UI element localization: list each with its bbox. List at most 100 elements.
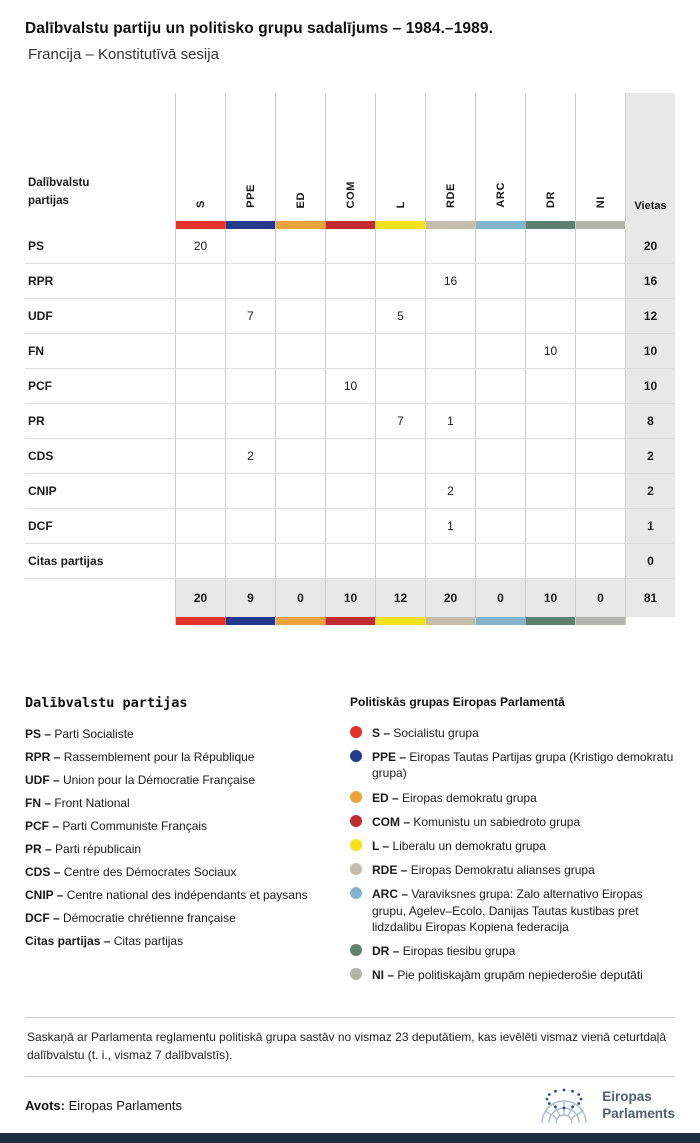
table-cell (525, 474, 575, 508)
party-legend-item: PS – Parti Socialiste (25, 727, 134, 741)
table-cell (425, 439, 475, 473)
seats-value: 12 (625, 299, 675, 333)
group-column-header: L (375, 93, 425, 221)
ep-logo-icon (541, 1088, 587, 1124)
group-legend-item: S – Socialistu grupa (350, 725, 675, 741)
group-color-strip (475, 221, 525, 229)
party-label: Citas partijas (28, 554, 104, 568)
party-legend-item: Citas partijas – Citas partijas (25, 934, 184, 948)
party-label: PCF (28, 379, 52, 393)
total-seats: 81 (625, 579, 675, 617)
group-color-strip (375, 617, 425, 625)
table-cell (275, 229, 325, 263)
group-color-strip (375, 221, 425, 229)
table-cell (275, 474, 325, 508)
party-label: CNIP (28, 484, 57, 498)
table-cell (325, 474, 375, 508)
total-cell: 10 (525, 579, 575, 617)
totals-row: 20 9 0 10 12 20 0 10 0 81 (25, 579, 675, 617)
table-cell (375, 544, 425, 578)
table-cell (275, 439, 325, 473)
table-cell (575, 404, 625, 438)
group-legend-item: L – Liberalu un demokratu grupa (350, 838, 675, 854)
table-cell (475, 544, 525, 578)
table-cell (525, 544, 575, 578)
table-cell (225, 544, 275, 578)
ep-logo-text: Eiropas Parlaments (602, 1088, 675, 1122)
group-legend: Politiskās grupas Eiropas Parlamentā S –… (350, 695, 675, 991)
table-cell (525, 229, 575, 263)
table-cell (375, 369, 425, 403)
group-color-strip (525, 221, 575, 229)
party-label: RPR (28, 274, 54, 288)
table-cell (425, 334, 475, 368)
table-cell (575, 439, 625, 473)
table-cell (325, 509, 375, 543)
table-cell (275, 404, 325, 438)
group-column-header: NI (575, 93, 625, 221)
table-header-row: Dalībvalstu partijas S PPE ED COM L RDE ARC DR NI… (25, 93, 675, 221)
group-color-strip (575, 221, 625, 229)
group-legend-item: NI – Pie politiskajām grupām nepiederoši… (350, 967, 675, 983)
group-color-strip (475, 617, 525, 625)
table-cell (175, 299, 225, 333)
table-cell (275, 509, 325, 543)
table-row: DCF 1 1 (25, 509, 675, 544)
table-cell: 5 (375, 299, 425, 333)
table-cell (175, 369, 225, 403)
table-cell (225, 369, 275, 403)
table-cell (175, 439, 225, 473)
total-cell: 20 (175, 579, 225, 617)
table-cell: 20 (175, 229, 225, 263)
table-cell (325, 404, 375, 438)
table-cell (475, 369, 525, 403)
party-label: PR (28, 414, 45, 428)
total-cell: 0 (475, 579, 525, 617)
seats-strip-cell (625, 221, 675, 229)
table-cell (375, 439, 425, 473)
table-cell: 7 (375, 404, 425, 438)
table-cell (575, 544, 625, 578)
seats-value: 20 (625, 229, 675, 263)
party-label: DCF (28, 519, 53, 533)
group-column-header: ARC (475, 93, 525, 221)
seats-value: 2 (625, 474, 675, 508)
group-color-strip (425, 221, 475, 229)
table-cell (325, 229, 375, 263)
table-cell (175, 264, 225, 298)
table-cell (375, 474, 425, 508)
table-cell (575, 264, 625, 298)
table-cell (425, 299, 475, 333)
table-cell (375, 509, 425, 543)
table-cell (275, 299, 325, 333)
group-color-strip (275, 617, 325, 625)
total-cell: 12 (375, 579, 425, 617)
table-row: Citas partijas 0 (25, 544, 675, 579)
group-color-dot (350, 968, 362, 981)
table-row: PR 7 1 8 (25, 404, 675, 439)
table-cell: 10 (525, 334, 575, 368)
table-cell (325, 264, 375, 298)
party-legend-item: PCF – Parti Communiste Français (25, 819, 208, 833)
seats-value: 0 (625, 544, 675, 578)
party-legend-item: UDF – Union pour la Démocratie Française (25, 773, 256, 787)
party-legend-item: FN – Front National (25, 796, 130, 810)
table-cell (225, 229, 275, 263)
group-color-dot (350, 814, 362, 827)
table-cell (575, 509, 625, 543)
table-cell (525, 509, 575, 543)
seats-value: 1 (625, 509, 675, 543)
group-legend-item: PPE – Eiropas Tautas Partijas grupa (Kri… (350, 749, 675, 781)
seats-value: 8 (625, 404, 675, 438)
table-cell (575, 369, 625, 403)
table-cell (175, 334, 225, 368)
table-cell (275, 544, 325, 578)
table-cell (275, 334, 325, 368)
table-cell (375, 264, 425, 298)
table-cell (475, 509, 525, 543)
source: Avots: Eiropas Parlaments (25, 1098, 182, 1113)
group-color-strip (425, 617, 475, 625)
table-cell (275, 264, 325, 298)
table-cell (325, 299, 375, 333)
